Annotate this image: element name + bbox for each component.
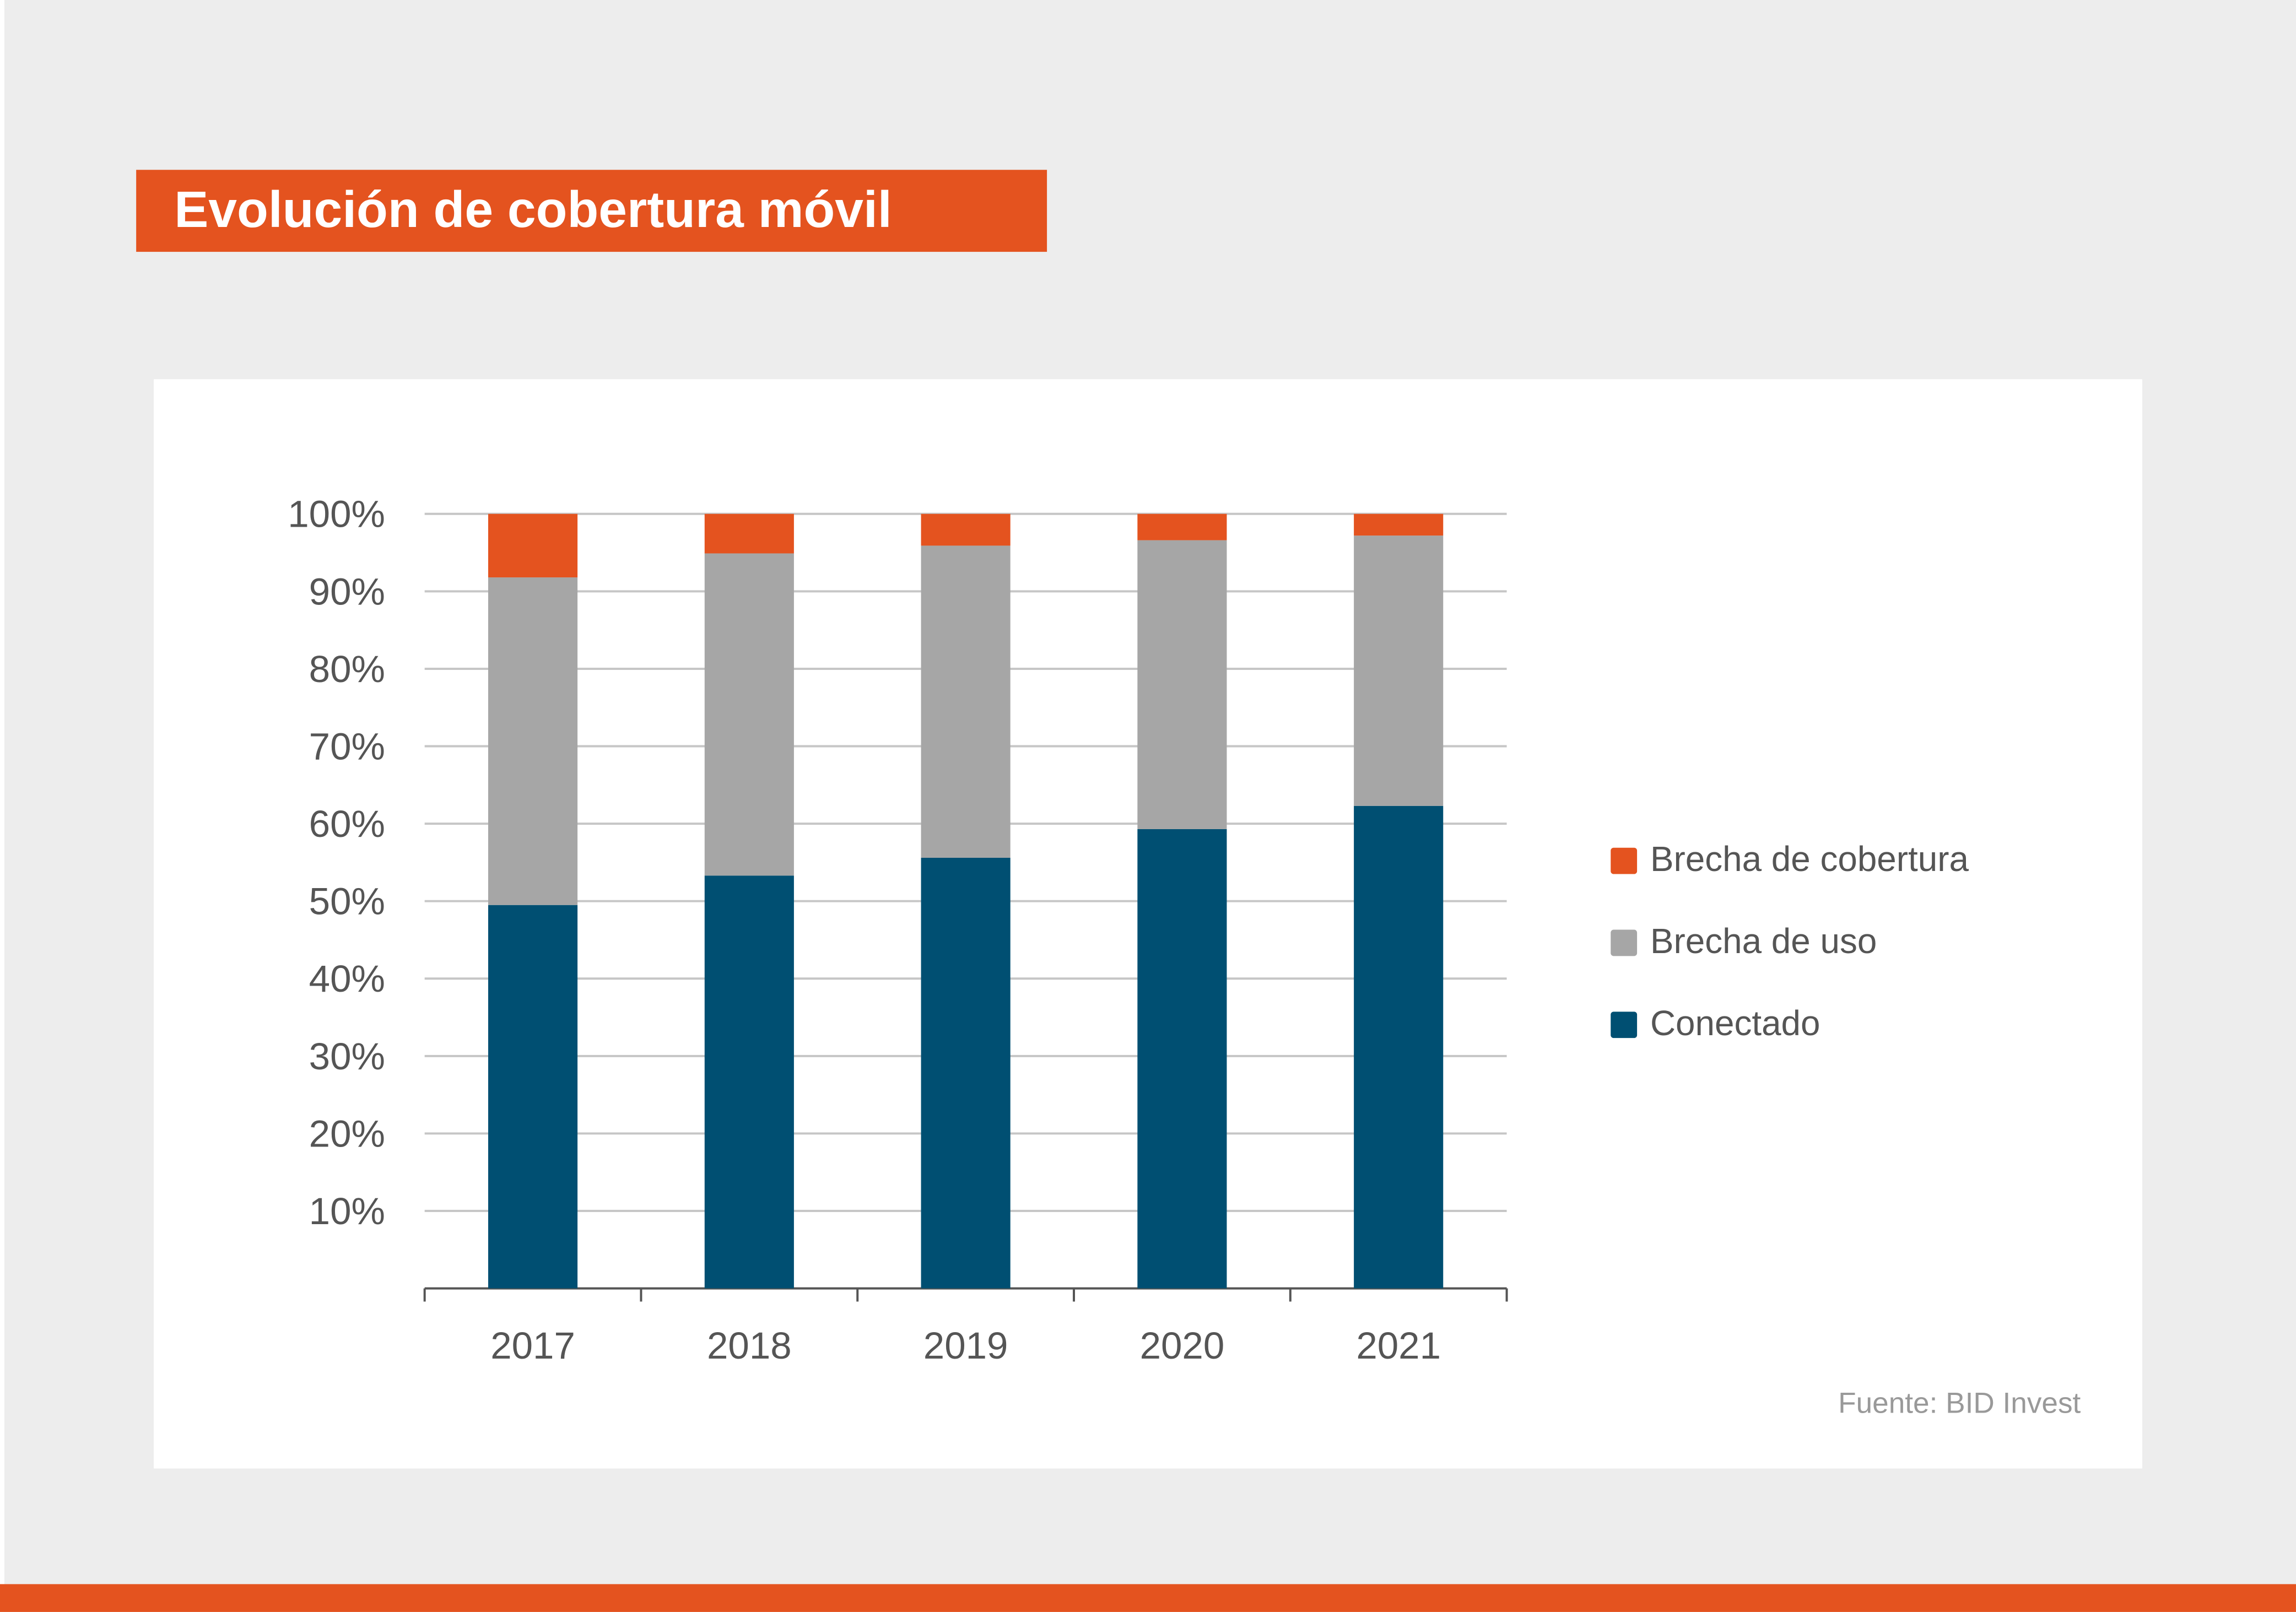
bar-brecha-de-cobertura	[1137, 513, 1227, 540]
y-tick-label: 80%	[309, 647, 385, 690]
legend-swatch	[1611, 1011, 1638, 1038]
bar-conectado	[704, 875, 794, 1289]
left-border	[0, 0, 4, 1612]
y-tick-label: 70%	[309, 724, 385, 767]
source-note: Fuente: BID Invest	[1838, 1388, 2081, 1420]
legend-label: Brecha de cobertura	[1650, 840, 1969, 880]
chart-title: Evolución de cobertura móvil	[136, 170, 1047, 252]
legend-label: Brecha de uso	[1650, 922, 1877, 962]
x-tick-label: 2018	[707, 1324, 792, 1367]
legend-swatch	[1611, 847, 1638, 874]
x-tick-label: 2021	[1356, 1324, 1441, 1367]
bar-brecha-de-cobertura	[488, 513, 578, 578]
bar-brecha-de-cobertura	[1354, 513, 1444, 536]
bar-conectado	[488, 905, 578, 1289]
y-tick-label: 40%	[309, 957, 385, 1000]
legend-item-brecha-uso: Brecha de uso	[1611, 902, 1969, 984]
x-tick-label: 2017	[490, 1324, 575, 1367]
bar-brecha-de-uso	[921, 545, 1011, 858]
bar-brecha-de-cobertura	[704, 513, 794, 554]
legend-label: Conectado	[1650, 1004, 1820, 1044]
y-tick-label: 20%	[309, 1112, 385, 1155]
bar-conectado	[1137, 829, 1227, 1289]
y-tick-label: 60%	[309, 802, 385, 845]
y-tick-label: 10%	[309, 1189, 385, 1232]
bar-brecha-de-uso	[488, 577, 578, 905]
x-tick-label: 2020	[1140, 1324, 1225, 1367]
legend-swatch	[1611, 929, 1638, 956]
bar-conectado	[1354, 805, 1444, 1289]
legend: Brecha de cobertura Brecha de uso Conect…	[1611, 820, 1969, 1065]
y-tick-label: 30%	[309, 1035, 385, 1078]
y-tick-label: 50%	[309, 880, 385, 923]
bar-brecha-de-uso	[1354, 535, 1444, 806]
bar-brecha-de-uso	[704, 553, 794, 876]
bottom-bar	[0, 1584, 2296, 1612]
y-tick-label: 100%	[288, 493, 385, 535]
x-tick-label: 2019	[923, 1324, 1008, 1367]
bar-conectado	[921, 857, 1011, 1289]
legend-item-conectado: Conectado	[1611, 984, 1969, 1066]
bar-brecha-de-uso	[1137, 540, 1227, 829]
y-tick-label: 90%	[309, 570, 385, 613]
bar-brecha-de-cobertura	[921, 513, 1011, 546]
legend-item-brecha-cobertura: Brecha de cobertura	[1611, 820, 1969, 902]
